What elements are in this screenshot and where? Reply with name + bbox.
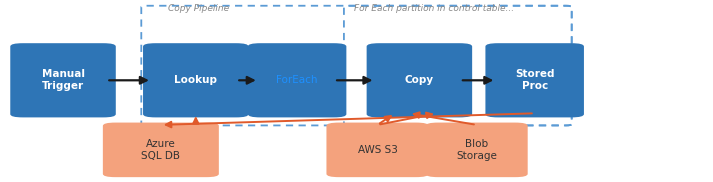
FancyBboxPatch shape: [143, 43, 249, 117]
FancyBboxPatch shape: [426, 122, 528, 177]
Text: For Each partition in control table...: For Each partition in control table...: [354, 3, 515, 13]
Text: AWS S3: AWS S3: [357, 145, 397, 155]
FancyBboxPatch shape: [366, 43, 472, 117]
FancyBboxPatch shape: [248, 43, 347, 117]
Text: Copy: Copy: [405, 75, 434, 85]
FancyBboxPatch shape: [103, 122, 219, 177]
Text: Azure
SQL DB: Azure SQL DB: [141, 139, 180, 161]
FancyBboxPatch shape: [486, 43, 584, 117]
Text: Blob
Storage: Blob Storage: [456, 139, 497, 161]
Text: Lookup: Lookup: [174, 75, 217, 85]
Text: Manual
Trigger: Manual Trigger: [41, 70, 85, 91]
Text: Copy Pipeline: Copy Pipeline: [168, 3, 229, 13]
FancyBboxPatch shape: [10, 43, 116, 117]
FancyBboxPatch shape: [327, 122, 429, 177]
Text: ForEach: ForEach: [277, 75, 318, 85]
Text: Stored
Proc: Stored Proc: [515, 70, 555, 91]
